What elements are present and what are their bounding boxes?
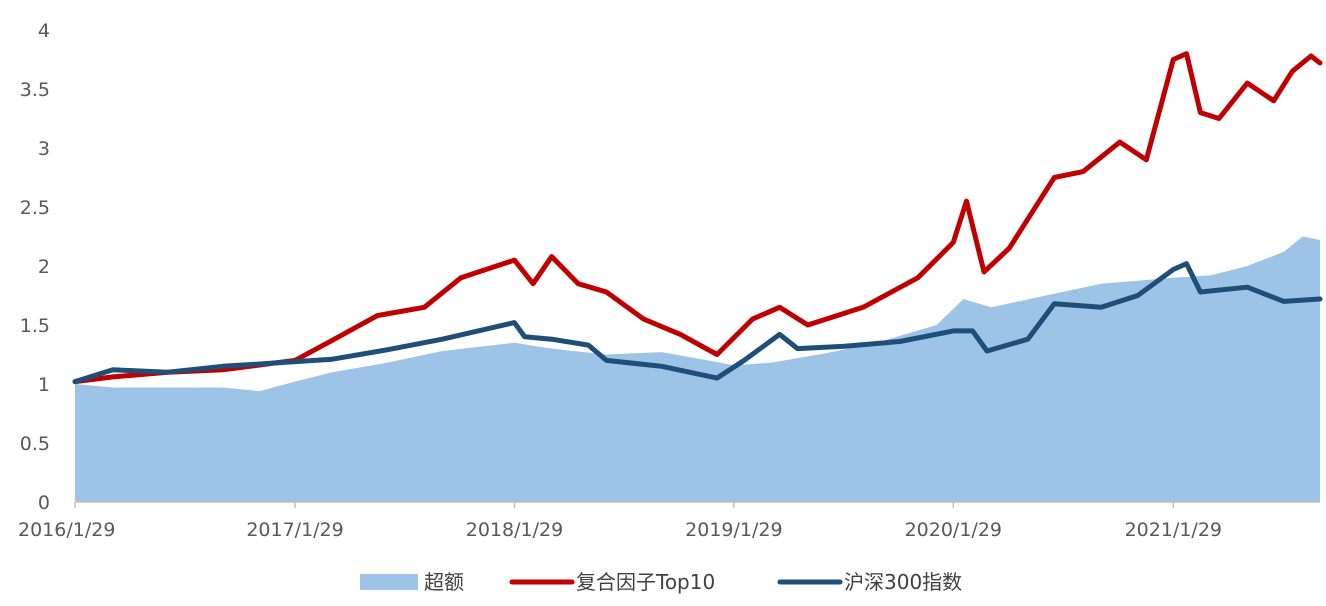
- legend-item-excess: 超额: [360, 570, 464, 594]
- series-line-top10: [72, 51, 1323, 385]
- y-tick-label: 0: [38, 492, 50, 514]
- y-tick-label: 4: [38, 20, 50, 42]
- line-layer: [72, 51, 1323, 385]
- x-tick-label: 2020/1/29: [905, 519, 1002, 541]
- x-tick-label: 2018/1/29: [466, 519, 563, 541]
- y-tick-label: 2: [38, 256, 50, 278]
- x-tick-label: 2017/1/29: [246, 519, 343, 541]
- area-layer: [75, 236, 1320, 502]
- axis-layer: 0 0.5 1 1.5 2 2.5 3 3.5 4 2016/1/29 2017/1/29 2018/…: [18, 20, 1320, 541]
- legend-item-hs300: 沪深300指数: [777, 570, 962, 594]
- legend-label: 超额: [424, 570, 464, 594]
- legend-label: 复合因子Top10: [576, 570, 715, 594]
- x-tick-label: 2019/1/29: [685, 519, 782, 541]
- y-tick-label: 0.5: [20, 433, 50, 455]
- series-area-excess: [75, 236, 1320, 502]
- y-tick-label: 1: [38, 374, 50, 396]
- legend: 超额 复合因子Top10 沪深300指数: [360, 570, 962, 594]
- legend-swatch: [360, 574, 418, 590]
- legend-label: 沪深300指数: [844, 570, 962, 594]
- y-tick-label: 2.5: [20, 197, 50, 219]
- x-tick-label: 2016/1/29: [18, 519, 115, 541]
- y-tick-label: 1.5: [20, 315, 50, 337]
- y-tick-label: 3.5: [20, 79, 50, 101]
- x-tick-label: 2021/1/29: [1125, 519, 1222, 541]
- y-tick-label: 3: [38, 138, 50, 160]
- legend-item-top10: 复合因子Top10: [509, 570, 715, 594]
- series-line-hs300: [72, 261, 1323, 385]
